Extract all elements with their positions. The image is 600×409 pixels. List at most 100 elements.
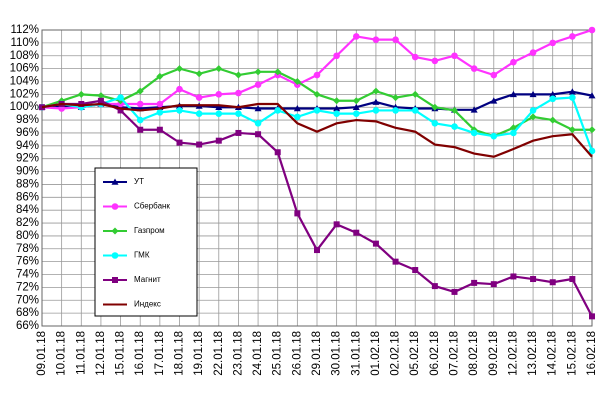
marker [117, 94, 124, 101]
marker [111, 203, 119, 210]
y-tick-label: 90% [16, 166, 39, 178]
marker [176, 65, 183, 73]
marker [529, 113, 537, 121]
y-tick-label: 88% [16, 178, 39, 190]
marker [274, 149, 281, 156]
marker [274, 68, 282, 76]
x-tick-label: 26.01.18 [291, 331, 303, 376]
y-tick-label: 70% [16, 294, 39, 306]
legend-label: Сбербанк [134, 202, 170, 211]
x-tick-label: 16.02.18 [586, 331, 598, 376]
x-tick-label: 12.02.18 [507, 331, 519, 376]
x-tick-label: 09.02.18 [488, 331, 500, 376]
marker [490, 97, 498, 104]
marker [235, 129, 242, 136]
marker [529, 107, 537, 114]
marker [111, 227, 119, 235]
y-tick-label: 66% [16, 320, 39, 332]
marker [195, 94, 203, 101]
marker [117, 107, 124, 114]
x-tick-label: 06.02.18 [429, 331, 441, 376]
marker [568, 126, 576, 134]
x-tick-label: 22.01.18 [213, 331, 225, 376]
legend-box [94, 167, 198, 317]
marker [215, 91, 223, 98]
legend-label: УТ [134, 177, 144, 186]
marker [471, 279, 478, 286]
marker [156, 126, 163, 133]
marker [588, 26, 596, 34]
y-tick-label: 92% [16, 153, 39, 165]
marker [549, 90, 557, 98]
marker [215, 65, 223, 73]
marker [411, 90, 419, 98]
y-tick-label: 80% [16, 230, 39, 242]
marker [294, 210, 301, 217]
y-tick-label: 86% [16, 191, 39, 203]
marker [111, 252, 119, 259]
marker [112, 277, 118, 283]
x-tick-label: 01.02.18 [370, 331, 382, 376]
marker [176, 139, 183, 146]
x-tick-label: 15.01.18 [115, 331, 127, 376]
marker [589, 313, 595, 320]
plot-border [41, 29, 593, 327]
marker [392, 94, 400, 102]
marker [470, 106, 478, 113]
marker [510, 129, 517, 137]
x-tick-label: 31.01.18 [350, 331, 362, 376]
marker [451, 123, 458, 130]
marker [569, 94, 576, 101]
marker [490, 281, 497, 288]
marker [470, 65, 478, 72]
x-tick-label: 08.02.18 [468, 331, 480, 376]
marker [372, 87, 380, 95]
marker [352, 97, 360, 105]
marker [313, 107, 321, 114]
marker [470, 129, 478, 137]
x-tick-label: 15.02.18 [566, 331, 578, 376]
marker [293, 77, 301, 85]
marker [235, 110, 242, 117]
legend-label: Индекс [134, 300, 161, 309]
marker [549, 116, 557, 124]
legend-label: Газпром [134, 226, 165, 235]
marker [509, 124, 517, 132]
legend-label: ГМК [134, 251, 150, 260]
marker [254, 120, 262, 127]
marker [176, 85, 183, 93]
marker [352, 103, 360, 111]
marker [293, 105, 301, 112]
marker [333, 105, 341, 112]
legend: УТ Сбербанк Газпром ГМК Магнит Индекс [94, 167, 198, 317]
marker [509, 90, 517, 98]
x-tick-label: 19.01.18 [193, 331, 205, 376]
marker [215, 137, 222, 144]
y-tick-label: 76% [16, 256, 39, 268]
marker [156, 100, 164, 108]
marker [568, 88, 576, 95]
marker [195, 110, 203, 117]
marker [137, 126, 144, 133]
marker [392, 36, 399, 43]
marker [352, 33, 360, 40]
y-tick-label: 110% [10, 37, 39, 49]
y-tick-label: 74% [16, 269, 39, 281]
marker [156, 109, 164, 116]
y-tick-label: 68% [16, 307, 39, 319]
marker [254, 105, 262, 112]
marker [451, 52, 458, 60]
marker [569, 276, 576, 283]
marker [372, 98, 380, 105]
marker [97, 92, 105, 100]
marker [588, 147, 596, 155]
marker [392, 258, 399, 265]
marker [530, 276, 537, 283]
x-tick-label: 13.02.18 [527, 331, 539, 376]
x-tick-label: 11.01.18 [75, 331, 87, 375]
marker [176, 107, 183, 114]
marker [97, 97, 104, 104]
marker [215, 103, 223, 111]
x-tick-label: 07.02.18 [449, 331, 461, 376]
